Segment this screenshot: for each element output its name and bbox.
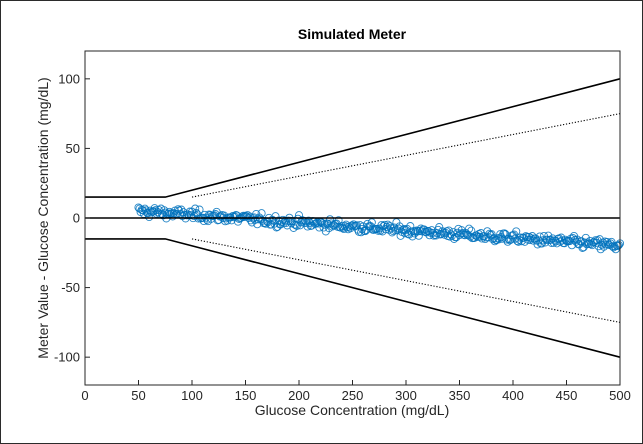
y-tick-label: 100 bbox=[58, 71, 80, 86]
data-point bbox=[396, 231, 405, 240]
data-point bbox=[424, 227, 433, 236]
data-point bbox=[302, 218, 311, 227]
x-tick-label: 50 bbox=[131, 388, 145, 403]
y-tick-label: -100 bbox=[54, 350, 80, 365]
data-point bbox=[380, 220, 389, 229]
data-point bbox=[614, 240, 623, 250]
data-point bbox=[144, 209, 153, 218]
data-point bbox=[412, 226, 421, 235]
data-point bbox=[544, 231, 553, 240]
data-point bbox=[254, 215, 263, 224]
reference-line-solid bbox=[85, 78, 621, 198]
x-tick-label: 200 bbox=[288, 388, 310, 403]
data-point bbox=[216, 212, 225, 221]
data-point bbox=[260, 218, 269, 227]
data-point bbox=[239, 211, 248, 220]
x-tick-label: 250 bbox=[342, 388, 364, 403]
x-tick-label: 400 bbox=[502, 388, 524, 403]
data-point bbox=[488, 235, 497, 244]
x-tick-label: 0 bbox=[81, 388, 88, 403]
data-point bbox=[450, 234, 459, 243]
y-tick-label: 50 bbox=[66, 141, 80, 156]
data-point bbox=[475, 232, 484, 241]
x-tick-label: 450 bbox=[556, 388, 578, 403]
x-tick-label: 300 bbox=[395, 388, 417, 403]
y-tick-label: 0 bbox=[73, 211, 80, 226]
data-point bbox=[458, 229, 467, 238]
data-point bbox=[298, 216, 307, 225]
data-point bbox=[533, 240, 542, 249]
x-tick-label: 100 bbox=[181, 388, 203, 403]
data-point bbox=[487, 230, 496, 239]
data-point bbox=[161, 208, 170, 217]
data-point bbox=[314, 219, 323, 228]
x-axis-title: Glucose Concentration (mg/dL) bbox=[255, 402, 450, 418]
y-axis-title: Meter Value - Glucose Concentration (mg/… bbox=[35, 77, 51, 358]
data-point bbox=[512, 227, 521, 236]
chart-title: Simulated Meter bbox=[298, 26, 407, 42]
data-point bbox=[418, 227, 427, 236]
data-point bbox=[151, 206, 160, 215]
reference-line-dotted bbox=[191, 113, 621, 198]
data-point bbox=[191, 204, 200, 213]
y-tick-label: -50 bbox=[61, 280, 80, 295]
x-tick-label: 500 bbox=[609, 388, 631, 403]
x-tick-label: 150 bbox=[235, 388, 257, 403]
data-point bbox=[195, 205, 204, 214]
data-point bbox=[527, 234, 536, 243]
data-point bbox=[500, 229, 509, 238]
data-point bbox=[349, 220, 358, 229]
reference-line-dotted bbox=[191, 238, 621, 323]
data-point bbox=[465, 224, 474, 233]
x-tick-label: 350 bbox=[449, 388, 471, 403]
data-point bbox=[613, 241, 622, 250]
reference-line-solid bbox=[85, 238, 621, 358]
data-point bbox=[580, 238, 589, 247]
